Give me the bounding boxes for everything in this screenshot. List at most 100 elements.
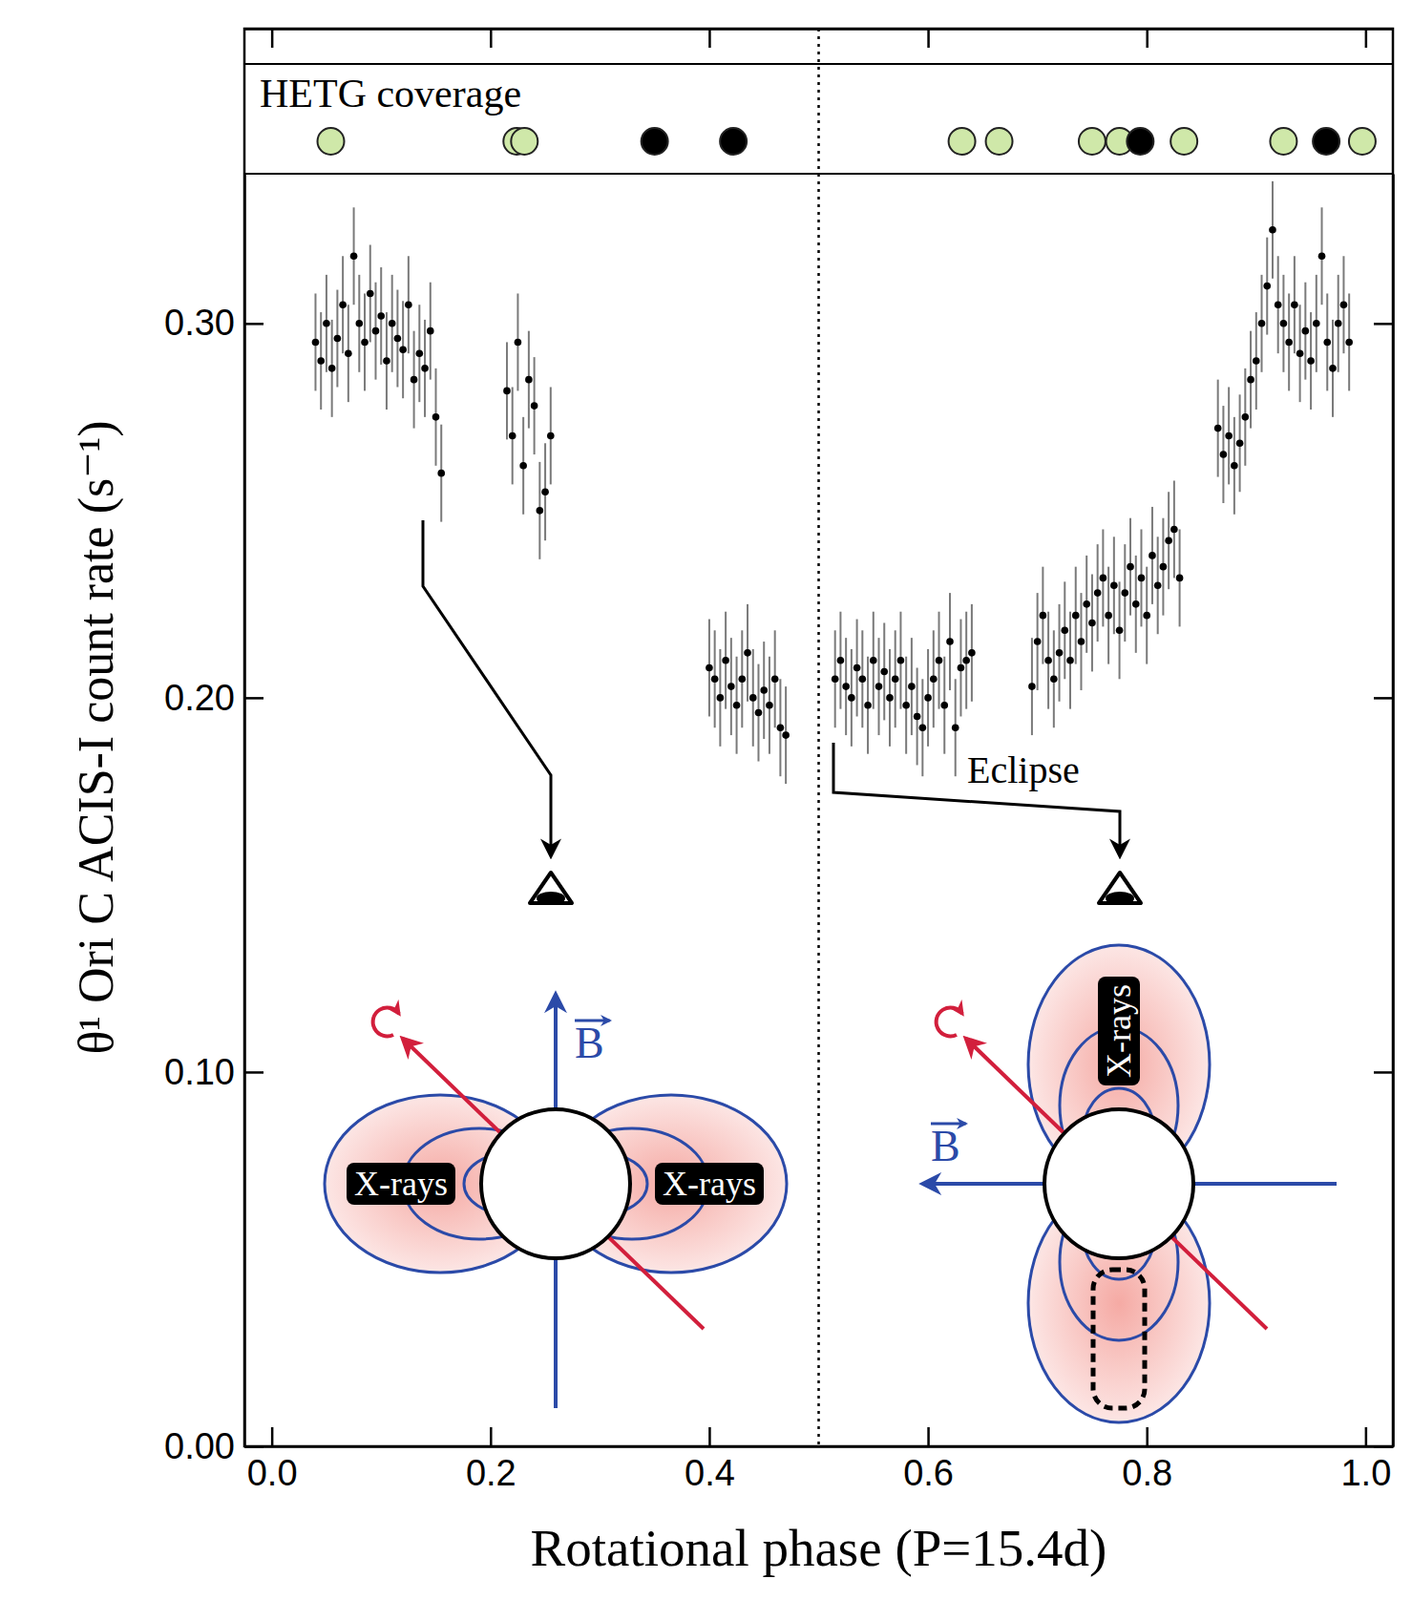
data-point xyxy=(1236,439,1244,447)
data-point xyxy=(377,312,385,320)
data-point xyxy=(344,349,353,358)
data-point xyxy=(519,462,527,470)
tick-mark xyxy=(927,1427,930,1447)
data-point xyxy=(1132,600,1140,609)
tick: 0.10 xyxy=(164,1052,264,1093)
data-point xyxy=(1044,656,1053,665)
tick-mark xyxy=(244,1445,264,1449)
phase-divider xyxy=(817,28,821,1447)
data-point xyxy=(1055,649,1064,657)
data-point xyxy=(437,469,445,478)
star xyxy=(1044,1109,1194,1259)
data-point xyxy=(951,723,960,732)
data-point xyxy=(1104,611,1113,620)
strip-line xyxy=(244,63,1393,65)
data-point xyxy=(1340,300,1349,309)
tick-mark xyxy=(271,1427,274,1447)
tick-mark xyxy=(1373,322,1393,326)
label-box: X-rays xyxy=(346,1162,456,1205)
data-point xyxy=(1302,327,1310,336)
data-point xyxy=(328,364,337,373)
data-point xyxy=(382,357,391,365)
tick: 1.0 xyxy=(1340,1427,1391,1494)
data-point xyxy=(962,656,970,665)
tick-label: 0.6 xyxy=(903,1453,954,1494)
tick-label: 0.0 xyxy=(247,1453,298,1494)
data-point xyxy=(743,649,752,657)
data-point xyxy=(1334,319,1343,328)
tick-mark xyxy=(489,28,493,48)
data-point xyxy=(1258,319,1266,328)
data-point xyxy=(1170,526,1179,534)
data-point xyxy=(765,701,774,710)
coverage-marks xyxy=(317,127,1376,155)
tick xyxy=(1146,28,1148,48)
tick-mark xyxy=(1365,1427,1369,1447)
tick-label: 0.8 xyxy=(1121,1453,1173,1494)
eye-icon xyxy=(1098,872,1141,906)
data-point xyxy=(1246,376,1255,384)
tick xyxy=(927,28,929,48)
coverage-point xyxy=(1348,127,1376,155)
data-point xyxy=(334,335,342,343)
data-point xyxy=(831,674,840,683)
data-point xyxy=(1290,300,1299,309)
tick-mark xyxy=(1145,1427,1149,1447)
data-point xyxy=(721,656,730,665)
diagram-label: X-rays xyxy=(662,1164,757,1203)
pointer-arrow xyxy=(833,742,1120,856)
data-point xyxy=(716,694,725,702)
tick-mark xyxy=(1373,1445,1393,1449)
tick-label: 0.4 xyxy=(684,1453,736,1494)
axis-line xyxy=(245,1445,1394,1449)
data-point xyxy=(1296,349,1305,358)
data-point xyxy=(902,701,910,710)
data-point xyxy=(1214,424,1223,433)
data-point xyxy=(968,649,976,657)
tick: 0.30 xyxy=(164,302,264,343)
pointer-arrow xyxy=(422,520,551,856)
data-point xyxy=(946,637,954,646)
tick-label: 0.10 xyxy=(164,1052,235,1093)
data-point xyxy=(875,682,884,691)
data-point xyxy=(924,694,932,702)
data-point xyxy=(421,364,429,373)
data-point xyxy=(919,723,928,732)
tick: 0.00 xyxy=(164,1426,264,1467)
magnetosphere-diagram: X-raysB xyxy=(923,945,1337,1423)
data-point xyxy=(525,376,533,384)
diagram-label: X-rays xyxy=(354,1164,448,1203)
data-point xyxy=(885,694,894,702)
tick: 0.8 xyxy=(1121,1427,1173,1494)
data-point xyxy=(1110,581,1118,590)
data-point xyxy=(1312,319,1321,328)
data-point xyxy=(547,432,555,441)
label-background xyxy=(1097,976,1140,1086)
data-point xyxy=(1224,432,1233,441)
tick-mark xyxy=(927,28,930,48)
data-point xyxy=(1154,581,1162,590)
tick-mark xyxy=(1145,28,1149,48)
rotation-curl xyxy=(936,1007,963,1036)
y-axis-right xyxy=(1373,174,1394,1448)
data-point xyxy=(1159,563,1168,571)
data-point xyxy=(1263,282,1271,291)
tick-mark xyxy=(1373,1071,1393,1075)
x-axis: 0.00.20.40.60.81.0 xyxy=(245,1427,1394,1494)
magnetosphere-diagram: X-rays X-rays B xyxy=(324,994,787,1409)
field-label: B xyxy=(574,1018,605,1068)
tick-mark xyxy=(1365,28,1369,48)
label-box: X-rays xyxy=(654,1162,764,1205)
coverage-point xyxy=(986,127,1013,155)
tick: 0.6 xyxy=(903,1427,954,1494)
data-point xyxy=(1077,637,1086,646)
data-point xyxy=(1082,600,1091,609)
data-point xyxy=(957,664,966,673)
data-point xyxy=(322,319,331,328)
data-point xyxy=(1318,252,1327,260)
data-point xyxy=(1176,574,1184,583)
data-point xyxy=(1285,338,1293,347)
data-point xyxy=(1126,563,1135,571)
coverage-point xyxy=(510,127,538,155)
data-point xyxy=(1242,413,1250,422)
